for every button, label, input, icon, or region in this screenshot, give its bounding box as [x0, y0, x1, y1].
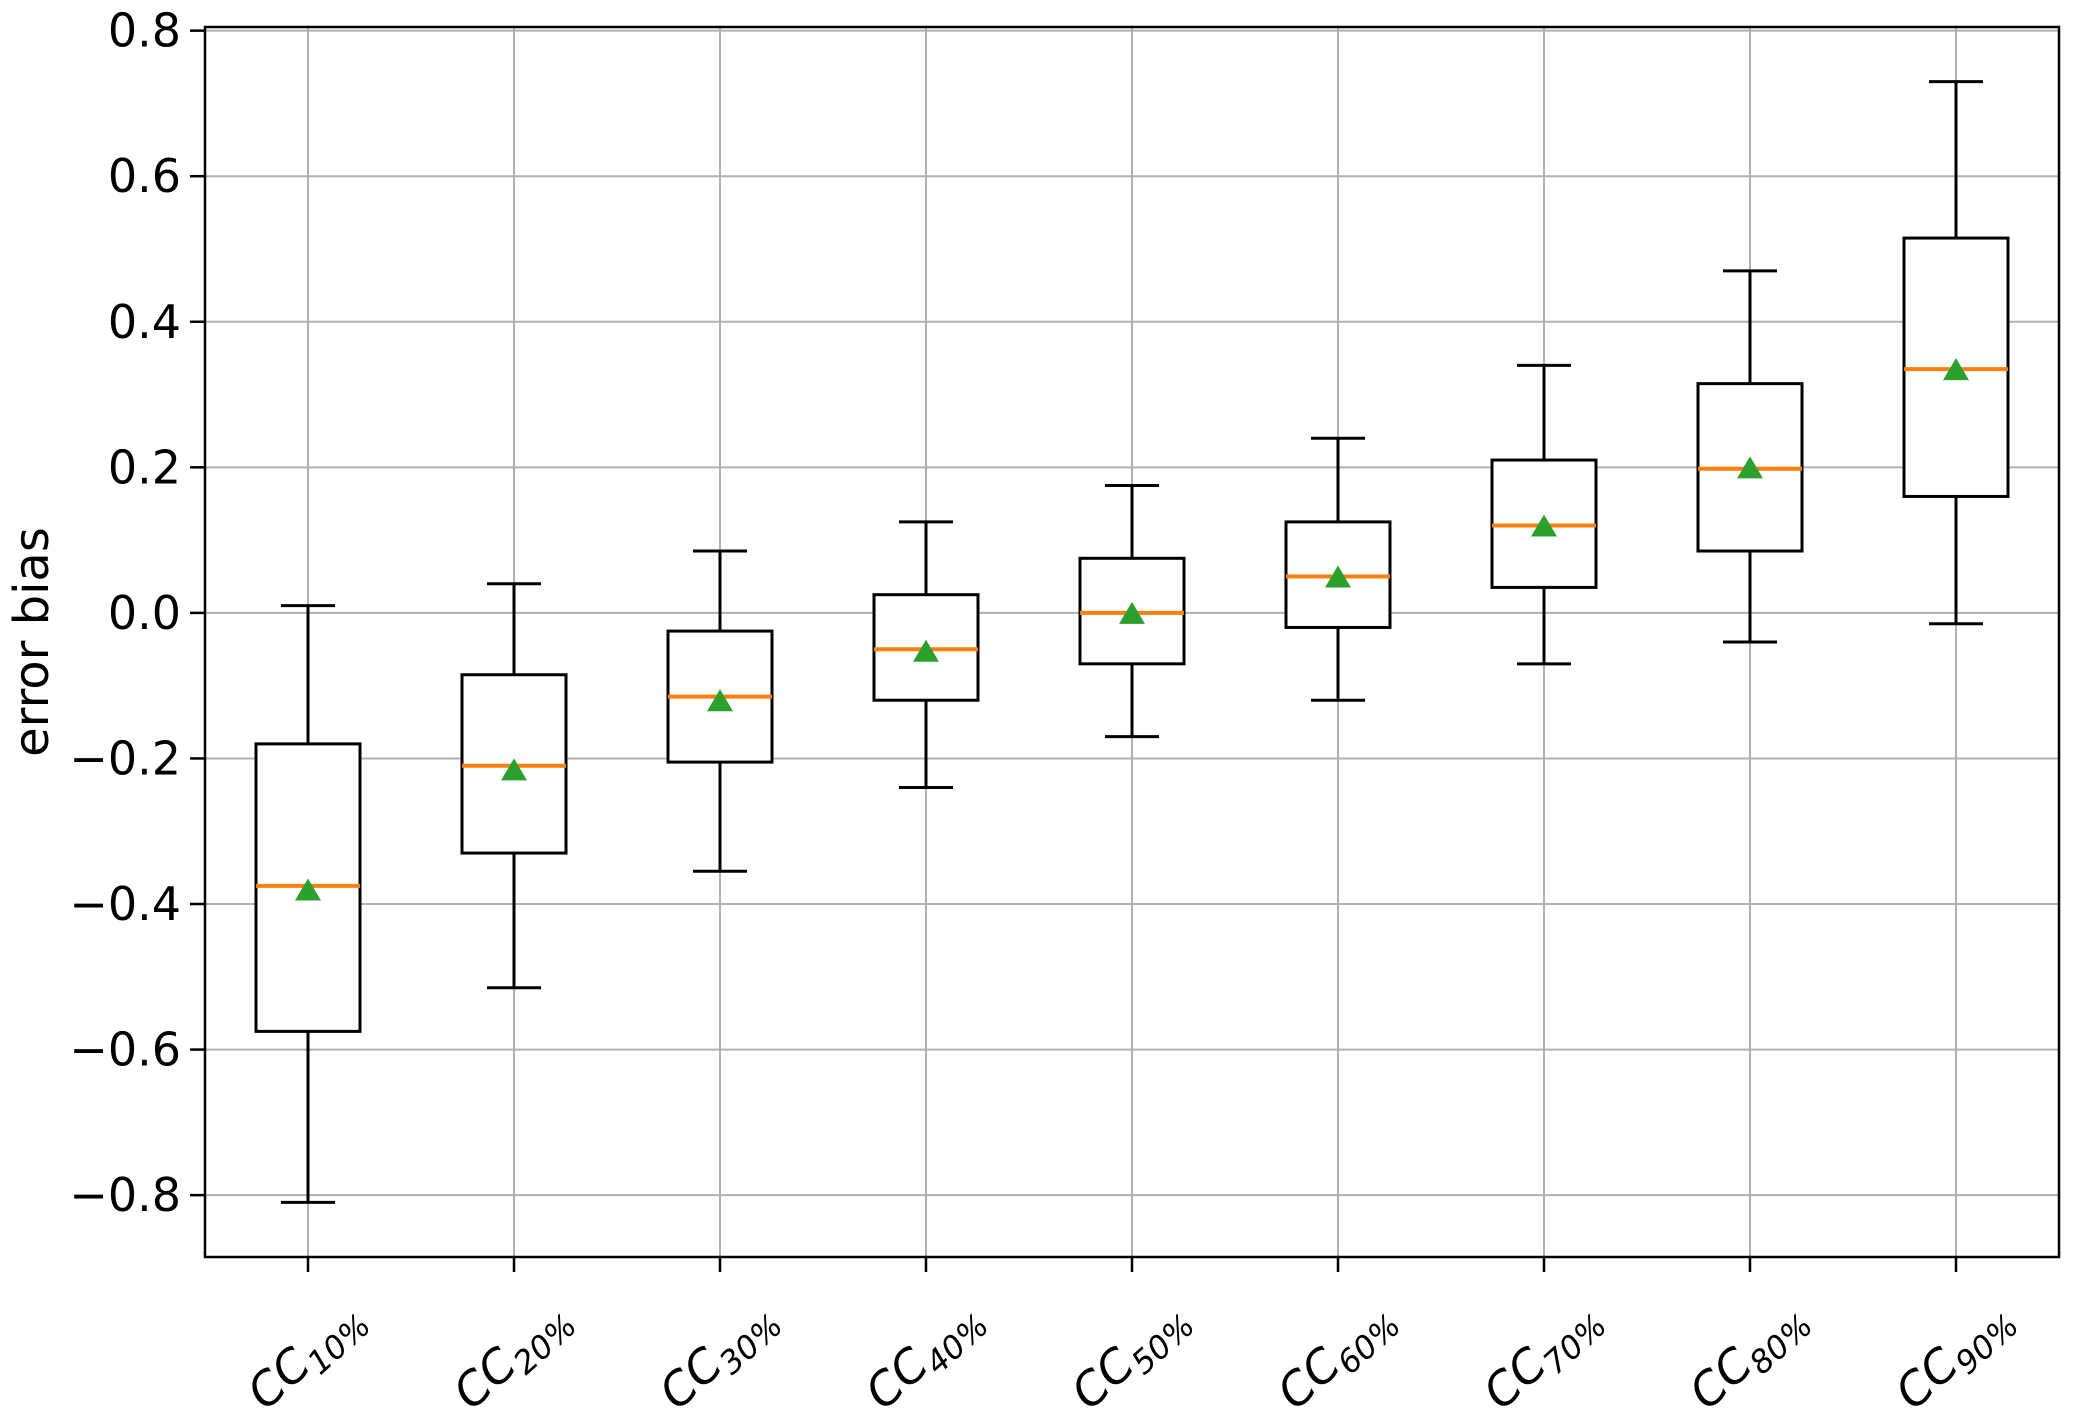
y-tick-label: 0.6 — [108, 149, 181, 203]
x-tick-label: CC60% — [1267, 1289, 1408, 1424]
box-group-cc-10% — [254, 604, 362, 1204]
mean-marker — [707, 689, 733, 712]
box-group-cc-70% — [1490, 363, 1598, 666]
mean-marker — [1119, 601, 1145, 624]
axis-layer: 0.8 0.6 0.4 0.2 0.0 −0.2 −0.4 −0.6 −0.8 CC10% CC20… — [69, 4, 2061, 1424]
box-group-cc-90% — [1902, 80, 2010, 626]
x-tick-label: CC30% — [649, 1289, 790, 1424]
x-tick-label: CC40% — [855, 1289, 996, 1424]
y-tick-label: −0.8 — [69, 1168, 181, 1222]
mean-marker — [295, 878, 321, 901]
mean-marker — [1737, 456, 1763, 479]
y-tick-label: −0.4 — [69, 877, 181, 931]
y-tick-label: −0.6 — [69, 1023, 181, 1077]
x-tick-label: CC70% — [1473, 1289, 1614, 1424]
box-group-cc-20% — [460, 582, 568, 990]
x-tick-label: CC20% — [443, 1289, 584, 1424]
x-tick-label: CC80% — [1679, 1289, 1820, 1424]
y-tick-label: −0.2 — [69, 731, 181, 785]
y-tick-label: 0.2 — [108, 440, 181, 494]
x-tick-label: CC10% — [237, 1289, 378, 1424]
box-group-cc-40% — [872, 520, 980, 790]
y-tick-label: 0.0 — [108, 586, 181, 640]
box-group-cc-80% — [1696, 269, 1804, 644]
x-tick-label: CC90% — [1885, 1289, 2026, 1424]
box-group-cc-30% — [666, 549, 774, 873]
y-tick-label: 0.4 — [108, 295, 181, 349]
mean-marker — [501, 758, 527, 781]
box-layer — [254, 80, 2010, 1204]
mean-marker — [1325, 565, 1351, 588]
mean-marker — [1943, 358, 1969, 381]
y-tick-label: 0.8 — [108, 4, 181, 58]
mean-marker — [1531, 514, 1557, 537]
mean-marker — [913, 639, 939, 662]
y-axis-label: error bias — [4, 527, 60, 757]
x-tick-label: CC50% — [1061, 1289, 1202, 1424]
box-group-cc-60% — [1284, 436, 1392, 702]
box-group-cc-50% — [1078, 484, 1186, 739]
